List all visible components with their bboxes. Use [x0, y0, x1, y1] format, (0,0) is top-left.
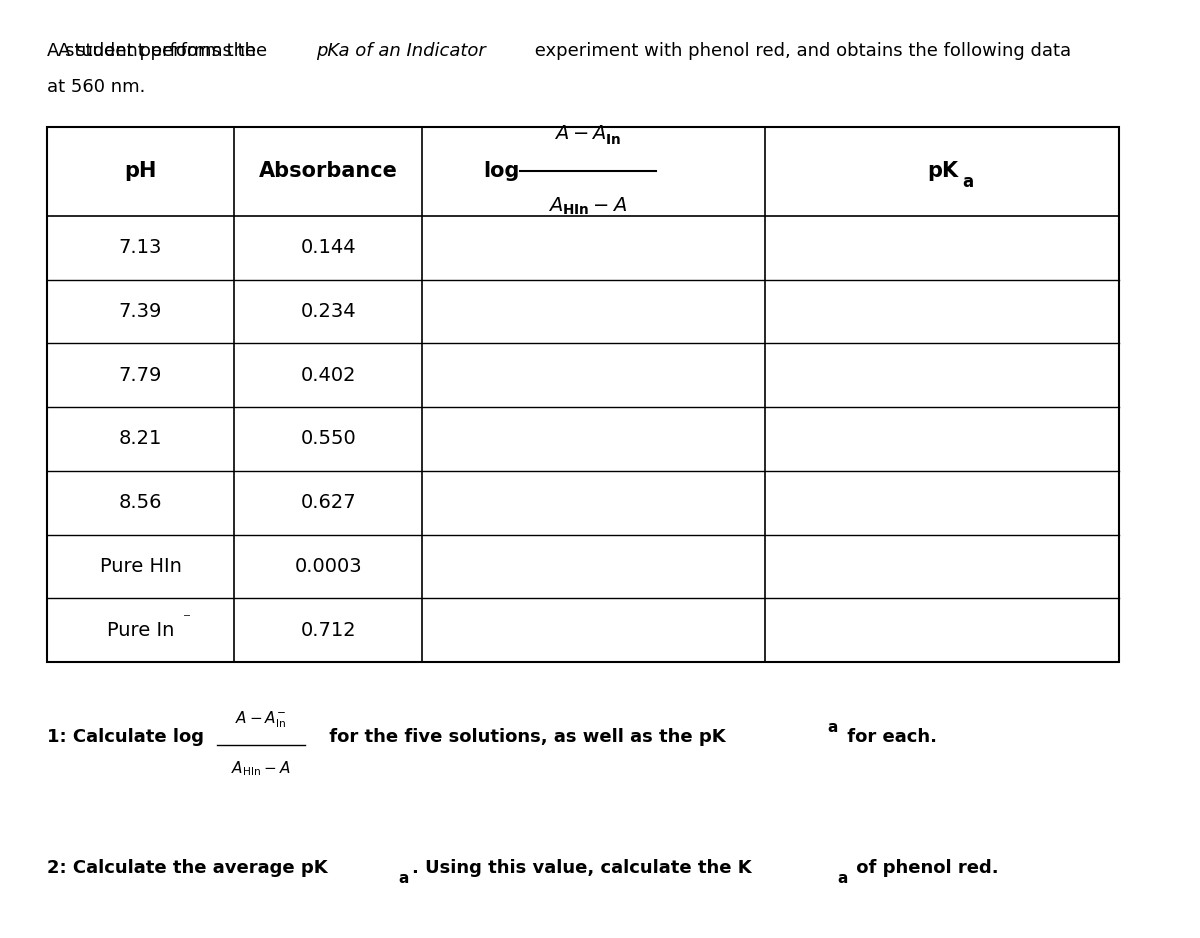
Text: a: a	[828, 720, 838, 735]
Text: a: a	[962, 174, 973, 191]
Text: at 560 nm.: at 560 nm.	[47, 78, 145, 96]
Text: a: a	[838, 871, 847, 886]
Text: ⁻: ⁻	[182, 612, 191, 627]
Text: 0.550: 0.550	[300, 430, 356, 448]
Text: for the five solutions, as well as the pK: for the five solutions, as well as the p…	[323, 728, 726, 746]
Text: Pure HIn: Pure HIn	[100, 557, 181, 576]
Text: 0.627: 0.627	[300, 493, 356, 512]
Text: $A-A_{\mathregular{In}}^{-}$: $A-A_{\mathregular{In}}^{-}$	[235, 709, 287, 730]
Text: . Using this value, calculate the K: . Using this value, calculate the K	[412, 859, 751, 877]
Bar	[47, 127, 1120, 662]
Text: 1: Calculate log: 1: Calculate log	[47, 728, 204, 746]
Text: 0.234: 0.234	[300, 302, 356, 321]
Text: log: log	[482, 161, 520, 181]
Text: $A_{\mathregular{HIn}}-A$: $A_{\mathregular{HIn}}-A$	[232, 760, 290, 779]
Text: A student performs the: A student performs the	[47, 42, 262, 60]
Text: pKa of an Indicator: pKa of an Indicator	[316, 42, 486, 60]
Text: A student performs the: A student performs the	[59, 42, 274, 60]
Text: 7.13: 7.13	[119, 238, 162, 257]
Text: pK: pK	[926, 161, 958, 181]
Text: $A - A_{\mathregular{In}}^{-}$: $A - A_{\mathregular{In}}^{-}$	[554, 123, 622, 147]
Text: 2: Calculate the average pK: 2: Calculate the average pK	[47, 859, 328, 877]
Text: 0.402: 0.402	[300, 366, 356, 385]
Text: 0.144: 0.144	[300, 238, 356, 257]
Text: 7.39: 7.39	[119, 302, 162, 321]
Text: 7.79: 7.79	[119, 366, 162, 385]
Text: 0.712: 0.712	[300, 621, 356, 640]
Text: 8.56: 8.56	[119, 493, 162, 512]
Text: experiment with phenol red, and obtains the following data: experiment with phenol red, and obtains …	[529, 42, 1072, 60]
Text: a: a	[398, 871, 409, 886]
Text: 0.0003: 0.0003	[294, 557, 362, 576]
Text: of phenol red.: of phenol red.	[851, 859, 998, 877]
Text: Pure In: Pure In	[107, 621, 174, 640]
Text: for each.: for each.	[841, 728, 937, 746]
Text: 8.21: 8.21	[119, 430, 162, 448]
Text: pH: pH	[125, 161, 157, 181]
Text: Absorbance: Absorbance	[259, 161, 397, 181]
Text: $A_{\mathregular{HIn}} - A$: $A_{\mathregular{HIn}} - A$	[548, 196, 628, 217]
